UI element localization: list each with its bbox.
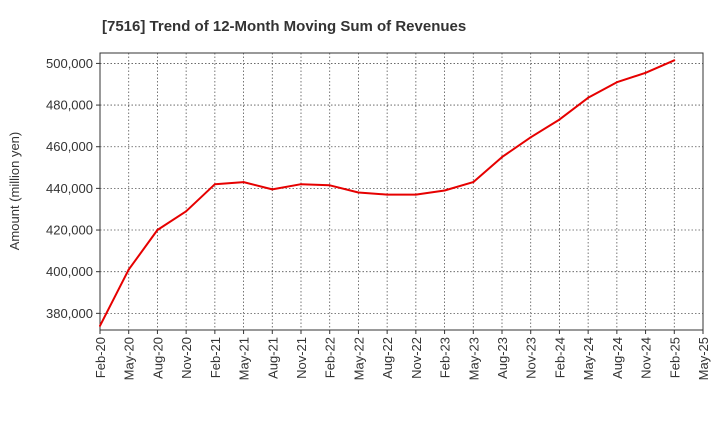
x-tick-label: May-23 — [466, 337, 481, 380]
x-tick-label: Feb-20 — [93, 337, 108, 378]
data-point — [271, 188, 274, 191]
x-tick-label: Aug-20 — [150, 337, 165, 379]
x-tick-label: May-21 — [237, 337, 252, 380]
y-tick-label: 500,000 — [46, 56, 93, 71]
data-point — [587, 96, 590, 99]
data-point — [300, 183, 302, 186]
data-point — [472, 181, 475, 184]
x-tick-label: Aug-24 — [610, 337, 625, 379]
data-point — [185, 210, 188, 213]
y-tick-label: 380,000 — [46, 306, 93, 321]
x-tick-label: May-20 — [122, 337, 137, 380]
plot-frame — [99, 52, 704, 331]
x-tick-label: Feb-22 — [323, 337, 338, 378]
y-axis-label: Amount (million yen) — [7, 132, 22, 251]
x-tick-label: Feb-21 — [208, 337, 223, 378]
y-tick-label: 460,000 — [46, 139, 93, 154]
x-tick-label: Feb-23 — [438, 337, 453, 378]
x-tick-label: Aug-21 — [265, 337, 280, 379]
data-point — [501, 156, 503, 159]
data-point — [615, 81, 618, 84]
data-point — [558, 118, 561, 121]
series-layer — [99, 59, 676, 327]
x-tick-label: Nov-24 — [639, 337, 654, 379]
x-tick-label: May-24 — [581, 337, 596, 380]
chart-title: [7516] Trend of 12-Month Moving Sum of R… — [102, 18, 466, 35]
data-point — [529, 136, 532, 139]
x-tick-label: Feb-24 — [552, 337, 567, 378]
data-point — [357, 191, 360, 194]
data-point — [127, 268, 130, 271]
x-tick-label: Nov-22 — [409, 337, 424, 379]
data-point — [156, 229, 159, 232]
data-point — [644, 71, 647, 74]
data-point — [673, 59, 676, 62]
data-point — [328, 184, 331, 187]
data-point — [242, 181, 245, 184]
x-tick-label: Nov-23 — [524, 337, 539, 379]
data-point — [386, 193, 389, 196]
y-axis: 380,000 400,000 420,000 440,000 460,000 480,0… — [46, 56, 100, 321]
x-tick-label: May-22 — [351, 337, 366, 380]
x-tick-label: Nov-21 — [294, 337, 309, 379]
x-tick-label: Aug-22 — [380, 337, 395, 379]
x-axis: Feb-20 May-20 Aug-20 Nov-20 Feb-21 May-21 Aug-… — [93, 330, 711, 380]
data-point — [443, 189, 446, 192]
data-point — [213, 183, 216, 186]
y-tick-label: 400,000 — [46, 264, 93, 279]
x-tick-label: Nov-20 — [179, 337, 194, 379]
data-point — [99, 324, 101, 327]
y-tick-label: 480,000 — [46, 98, 93, 113]
x-tick-label: Feb-25 — [667, 337, 682, 378]
x-tick-label: Aug-23 — [495, 337, 510, 379]
x-tick-label: May-25 — [696, 337, 711, 380]
grid — [100, 53, 703, 330]
y-tick-label: 420,000 — [46, 223, 93, 238]
data-point — [414, 193, 417, 196]
y-tick-label: 440,000 — [46, 181, 93, 196]
